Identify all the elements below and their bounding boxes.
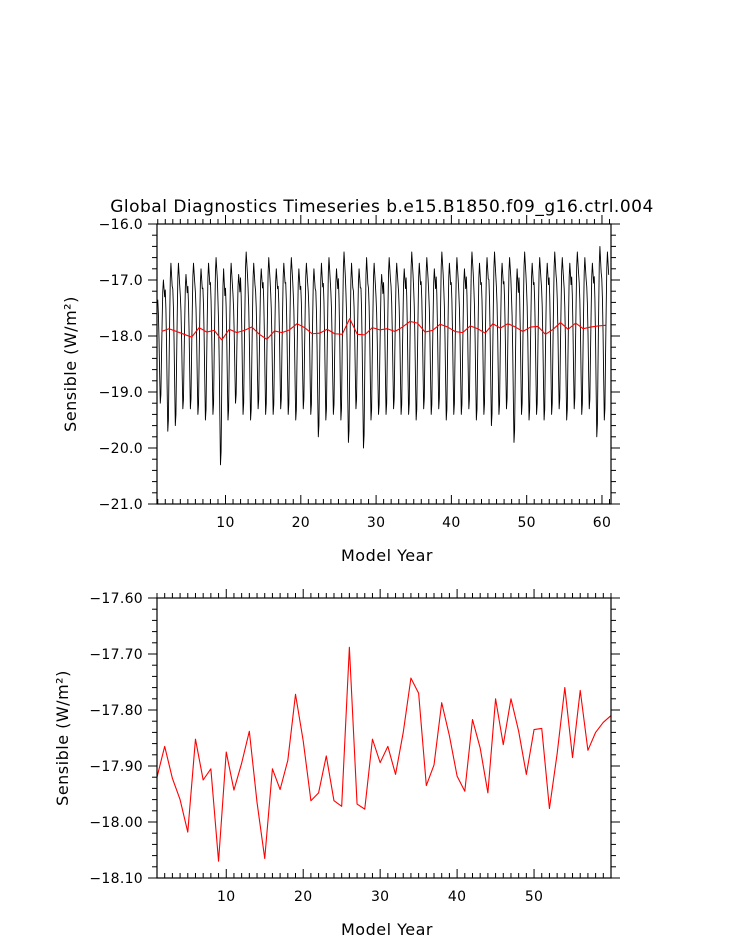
x-axis-title: Model Year: [341, 920, 433, 939]
x-tick-label: 60: [593, 515, 611, 531]
y-tick-label: −17.0: [99, 273, 143, 289]
annual-mean-panel: 10 20 30 40 50 −17.60 −17.70 −17.80 −17.90 −18.00…: [53, 589, 620, 939]
y-tick-label: −18.00: [89, 815, 143, 831]
y-tick-label: −16.0: [99, 217, 143, 233]
y-tick-label: −17.80: [89, 703, 143, 719]
y-tick-label: −21.0: [99, 497, 143, 513]
x-tick-label: 30: [367, 515, 385, 531]
x-axis-title: Model Year: [341, 546, 433, 565]
y-tick-label: −17.90: [89, 759, 143, 775]
y-tick-label: −20.0: [99, 441, 143, 457]
y-tick-label: −17.60: [89, 591, 143, 607]
annual-mean-line: [161, 318, 606, 341]
y-tick-label: −18.0: [99, 329, 143, 345]
x-tick-label: 20: [292, 515, 310, 531]
y-tick-label: −19.0: [99, 385, 143, 401]
chart-title: Global Diagnostics Timeseries b.e15.B185…: [110, 197, 654, 217]
x-tick-label: 20: [294, 889, 312, 905]
y-axis-title: Sensible (W/m²): [61, 296, 80, 432]
x-tick-label: 40: [442, 515, 460, 531]
monthly-series-line: [157, 245, 610, 466]
x-tick-label: 50: [517, 515, 535, 531]
x-tick-label: 50: [525, 889, 543, 905]
x-tick-label: 40: [448, 889, 466, 905]
y-axis-title: Sensible (W/m²): [53, 670, 72, 806]
series-layer: [157, 245, 610, 466]
x-tick-label: 10: [216, 515, 234, 531]
monthly-timeseries-panel: 10 20 30 40 50 60 −16.0 −17.0 −18.0 −19.0 −20.0 −21…: [61, 215, 620, 565]
y-tick-label: −17.70: [89, 647, 143, 663]
x-tick-label: 10: [217, 889, 235, 905]
x-tick-label: 30: [371, 889, 389, 905]
annual-mean-line: [157, 646, 611, 862]
y-tick-label: −18.10: [89, 871, 143, 887]
series-layer: [157, 646, 611, 862]
plot-frame: [156, 597, 612, 879]
